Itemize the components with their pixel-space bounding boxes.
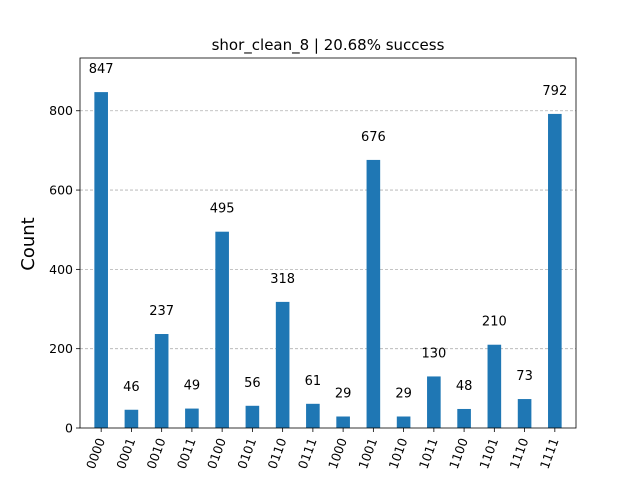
y-tick-labels: 0 200 400 600 800 — [49, 103, 73, 435]
x-tick-label: 0010 — [144, 436, 169, 471]
y-axis-label: Count — [18, 217, 39, 270]
x-tick-label: 0111 — [295, 436, 320, 471]
bar-value-label: 130 — [421, 346, 446, 361]
bar — [517, 399, 532, 428]
x-tick-label: 0000 — [83, 436, 108, 471]
bar-value-label: 48 — [456, 379, 473, 394]
bars — [94, 92, 562, 429]
y-tick-label: 0 — [65, 421, 73, 436]
x-tick-label: 0011 — [174, 436, 199, 471]
axes — [76, 57, 577, 432]
bar — [124, 409, 139, 428]
chart-title: shor_clean_8 | 20.68% success — [212, 36, 445, 55]
bar-value-label: 29 — [395, 386, 412, 401]
x-tick-label: 1011 — [416, 436, 441, 471]
bar-value-label: 73 — [516, 369, 533, 384]
x-tick-label: 0001 — [113, 436, 138, 471]
bar — [548, 113, 562, 429]
y-tick-label: 800 — [49, 103, 73, 118]
bar-value-label: 237 — [149, 304, 174, 319]
x-tick-label: 1101 — [476, 436, 501, 471]
bar-value-label: 61 — [305, 374, 322, 389]
bar-value-label: 495 — [210, 202, 235, 217]
bar-value-label: 847 — [89, 62, 114, 77]
x-tick-label: 1001 — [355, 436, 380, 471]
bar-value-label: 46 — [123, 380, 140, 395]
bar — [185, 408, 199, 428]
y-tick-label: 400 — [49, 262, 73, 277]
x-tick-label: 1110 — [506, 436, 531, 471]
bar — [487, 344, 502, 428]
bar — [245, 405, 260, 428]
bar — [306, 403, 320, 428]
bar — [336, 416, 350, 428]
x-tick-label: 0101 — [234, 436, 259, 471]
bar-value-label: 210 — [482, 315, 507, 330]
x-tick-label: 1000 — [325, 436, 350, 471]
bar — [396, 416, 411, 428]
y-tick-label: 600 — [49, 183, 73, 198]
x-tick-labels: 0000 0001 0010 0011 0100 0101 0110 0111 1000 1001… — [83, 436, 562, 471]
x-tick-label: 1010 — [385, 436, 410, 471]
bar — [94, 92, 108, 428]
bar-value-label: 49 — [184, 379, 201, 394]
bar-value-label: 792 — [542, 84, 567, 99]
y-tick-label: 200 — [49, 341, 73, 356]
bar — [154, 334, 169, 428]
data-labels: 847 46 237 49 495 56 318 61 29 676 29 130 48 210 73 792 — [89, 62, 567, 401]
bar-value-label: 29 — [335, 386, 352, 401]
bar-value-label: 676 — [361, 130, 386, 145]
bar — [427, 376, 441, 428]
x-tick-label: 0100 — [204, 436, 229, 471]
bar — [215, 231, 229, 428]
bar — [275, 301, 290, 428]
x-tick-label: 1111 — [537, 436, 562, 471]
bar-value-label: 56 — [244, 376, 261, 391]
bar-value-label: 318 — [270, 272, 295, 287]
x-tick-label: 0110 — [264, 436, 289, 471]
bar — [366, 159, 381, 428]
plot-frame — [79, 57, 577, 429]
x-tick-label: 1100 — [446, 436, 471, 471]
bar — [457, 408, 471, 428]
